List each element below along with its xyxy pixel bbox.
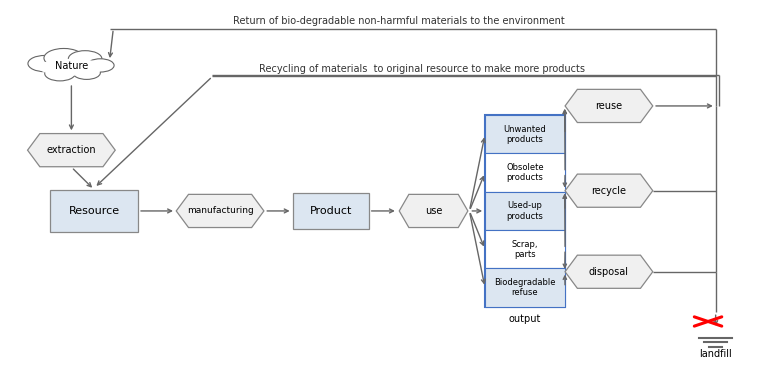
Text: Obsolete
products: Obsolete products bbox=[506, 163, 544, 183]
Polygon shape bbox=[176, 194, 264, 227]
Circle shape bbox=[68, 50, 102, 67]
FancyBboxPatch shape bbox=[485, 269, 565, 307]
Text: Used-up
products: Used-up products bbox=[507, 201, 544, 221]
Text: disposal: disposal bbox=[589, 267, 629, 277]
Text: Biodegradable
refuse: Biodegradable refuse bbox=[495, 278, 556, 297]
FancyBboxPatch shape bbox=[485, 153, 565, 192]
Circle shape bbox=[44, 49, 84, 68]
Text: manufacturing: manufacturing bbox=[187, 206, 253, 215]
Polygon shape bbox=[399, 194, 468, 227]
Text: Resource: Resource bbox=[68, 206, 120, 216]
FancyBboxPatch shape bbox=[485, 230, 565, 269]
FancyBboxPatch shape bbox=[485, 192, 565, 230]
Text: recycle: recycle bbox=[591, 186, 627, 196]
Text: output: output bbox=[509, 314, 541, 324]
Text: reuse: reuse bbox=[595, 101, 623, 111]
Text: Product: Product bbox=[310, 206, 352, 216]
Circle shape bbox=[73, 66, 101, 79]
Text: Scrap,
parts: Scrap, parts bbox=[511, 240, 538, 259]
FancyBboxPatch shape bbox=[485, 115, 565, 153]
Circle shape bbox=[28, 55, 61, 72]
Text: extraction: extraction bbox=[47, 145, 96, 155]
Polygon shape bbox=[565, 174, 653, 207]
Text: use: use bbox=[425, 206, 442, 216]
Text: Return of bio-degradable non-harmful materials to the environment: Return of bio-degradable non-harmful mat… bbox=[233, 16, 565, 26]
FancyBboxPatch shape bbox=[51, 190, 138, 232]
Ellipse shape bbox=[35, 58, 108, 76]
Polygon shape bbox=[565, 89, 653, 123]
Text: Unwanted
products: Unwanted products bbox=[504, 125, 546, 144]
Polygon shape bbox=[28, 134, 115, 167]
Text: landfill: landfill bbox=[700, 349, 732, 359]
Text: Nature: Nature bbox=[55, 61, 88, 71]
Circle shape bbox=[45, 66, 75, 81]
FancyBboxPatch shape bbox=[485, 115, 565, 307]
FancyBboxPatch shape bbox=[293, 193, 369, 229]
Ellipse shape bbox=[39, 59, 104, 75]
Polygon shape bbox=[565, 255, 653, 288]
Circle shape bbox=[87, 59, 114, 72]
Text: Recycling of materials  to original resource to make more products: Recycling of materials to original resou… bbox=[259, 64, 585, 74]
